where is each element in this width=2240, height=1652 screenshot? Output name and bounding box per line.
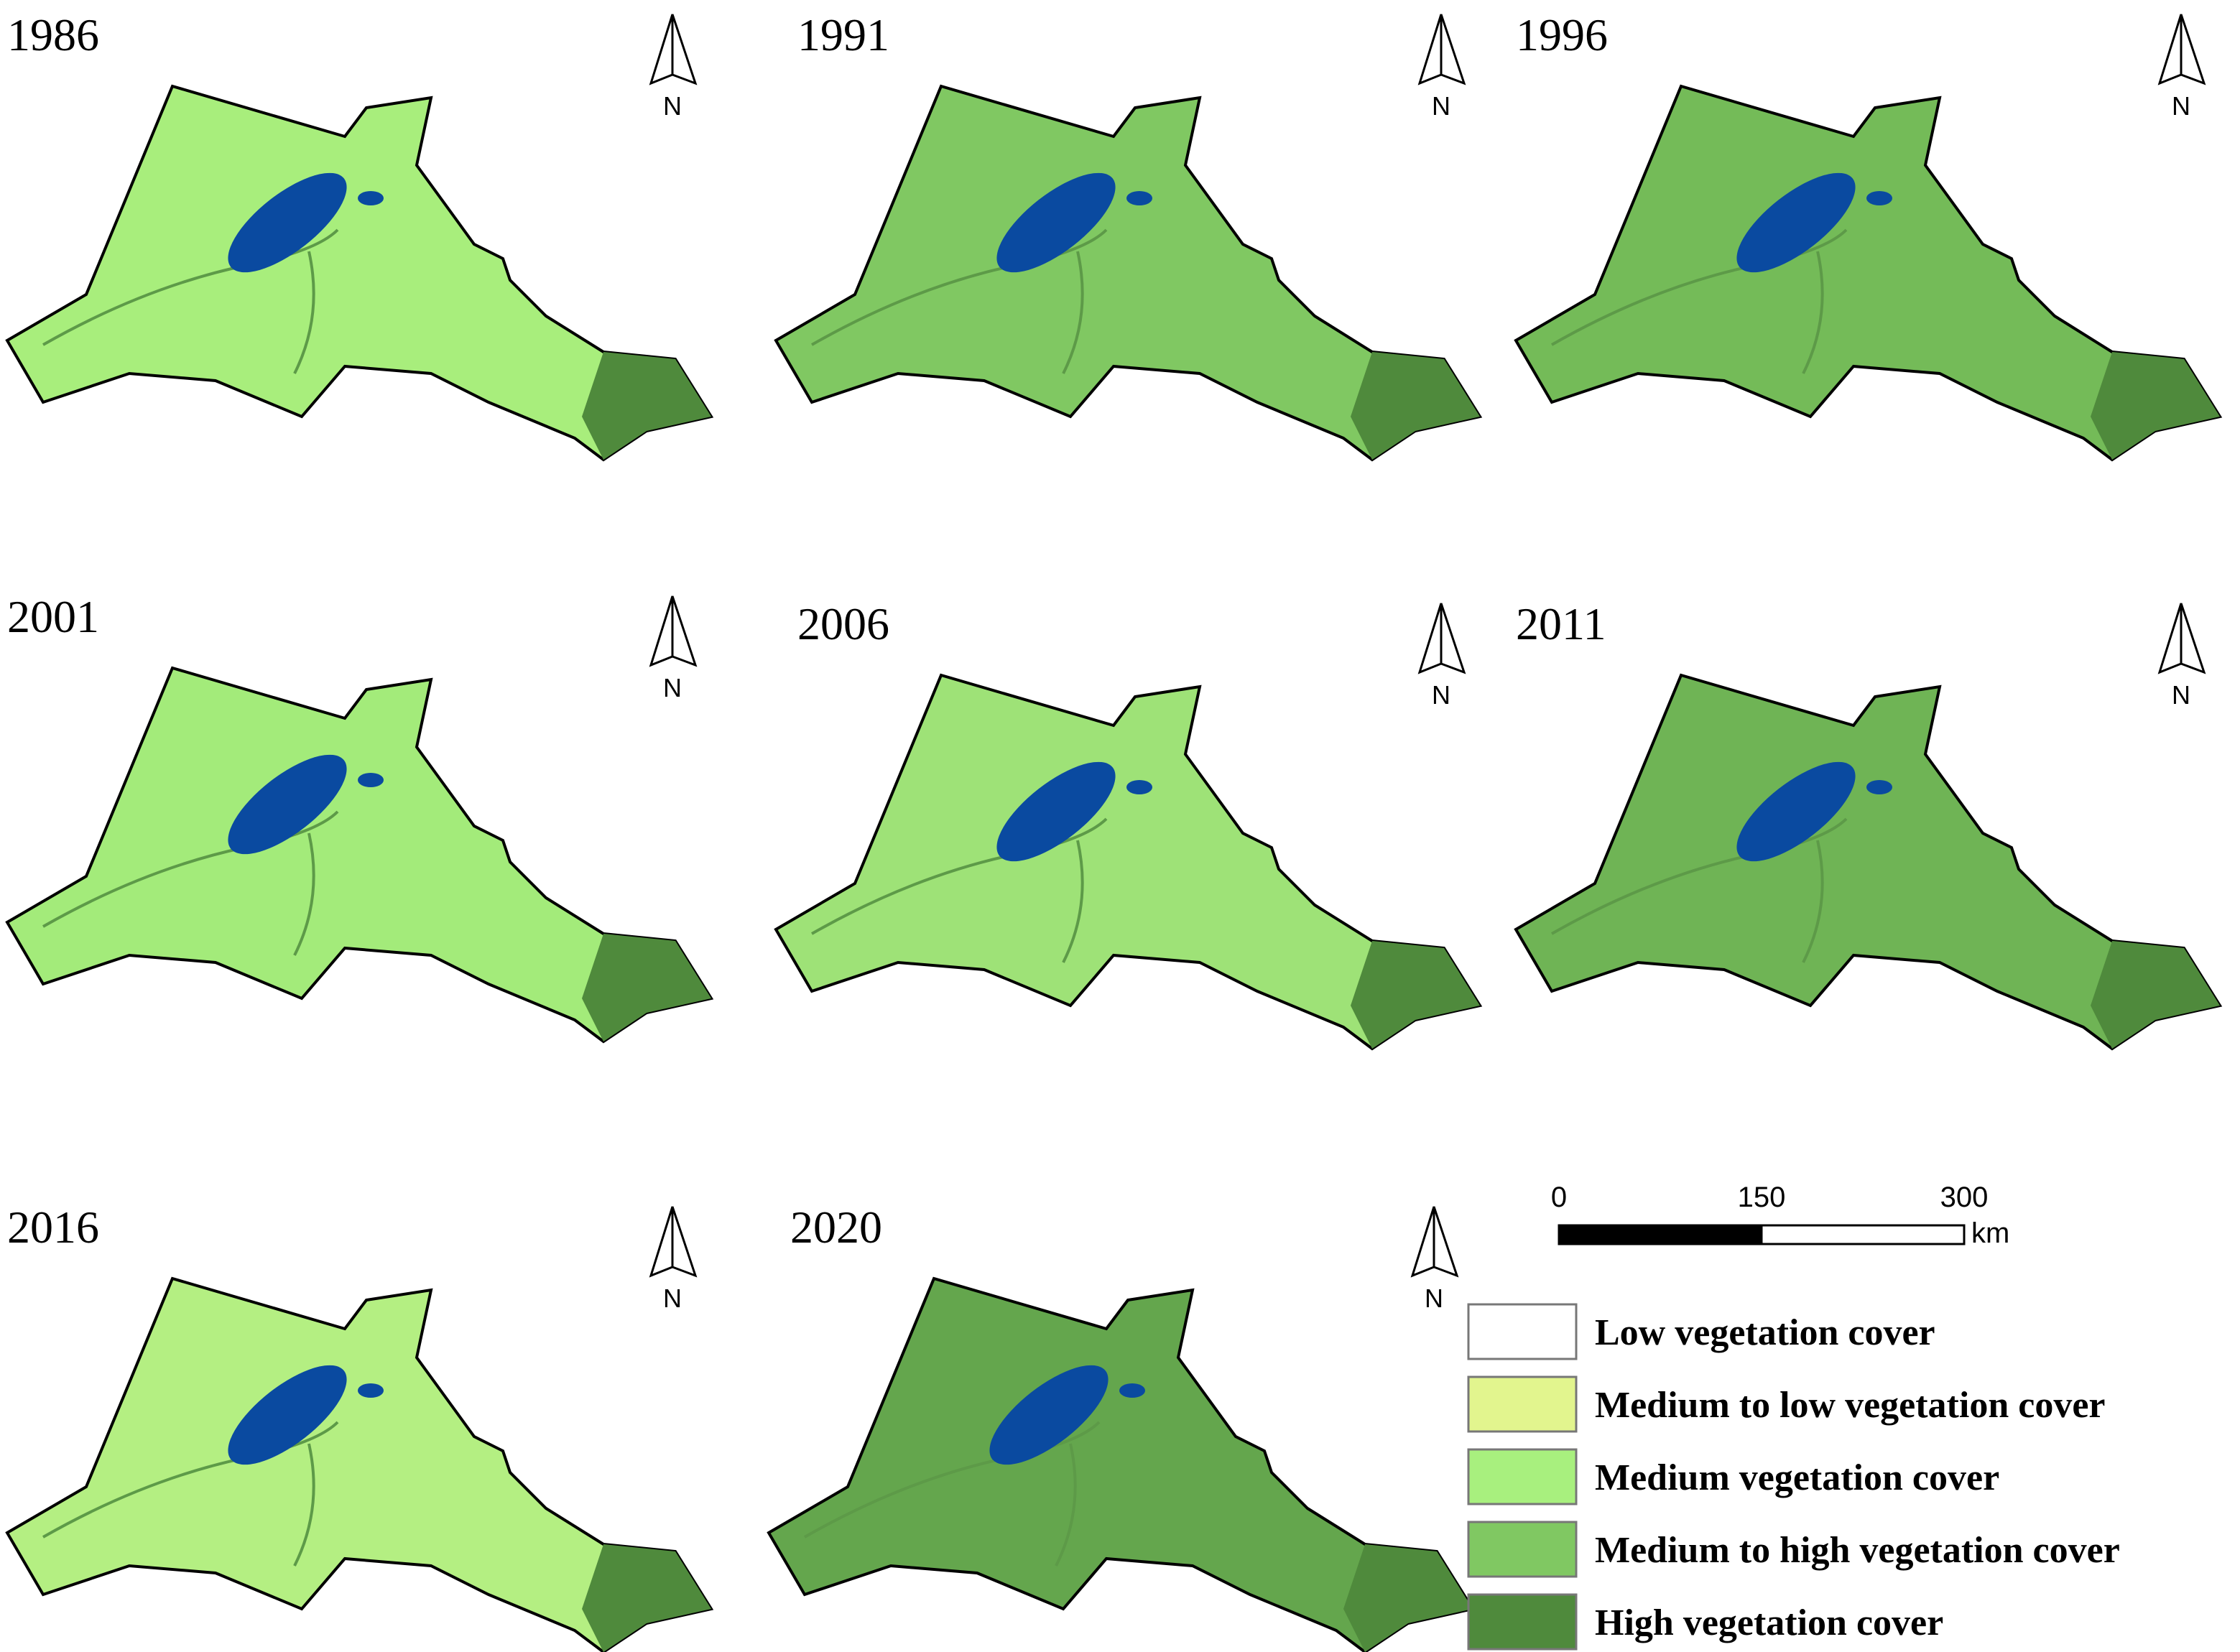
north-arrow-half <box>1440 14 1466 85</box>
region-tail <box>1351 941 1480 1049</box>
year-label: 2011 <box>1516 598 1606 649</box>
scale-segment <box>1760 1224 1966 1245</box>
lake-arm <box>1126 191 1152 205</box>
lake-arm <box>1866 780 1892 794</box>
year-label: 1986 <box>7 9 99 60</box>
scale-tick-label: 300 <box>1940 1182 1989 1213</box>
north-label: N <box>663 91 682 121</box>
river <box>42 810 339 956</box>
scale-segment <box>1558 1224 1763 1245</box>
river <box>42 1421 339 1567</box>
legend-swatch <box>1467 1448 1578 1505</box>
year-label: 2001 <box>7 591 99 642</box>
year-label: 1991 <box>797 9 889 60</box>
north-arrow <box>649 595 674 667</box>
north-label: N <box>1432 91 1450 121</box>
river <box>1551 228 1848 374</box>
river <box>1551 817 1848 963</box>
map-panel: 2016 N <box>6 1202 713 1652</box>
river <box>811 228 1108 374</box>
north-arrow <box>2157 603 2183 674</box>
north-arrow-half <box>671 1206 698 1278</box>
map-panel: 1996 N <box>1514 9 2221 461</box>
map-panel: 2001 N <box>6 591 713 1043</box>
river <box>811 817 1108 963</box>
legend-label: Medium to high vegetation cover <box>1595 1530 2120 1571</box>
region-tail <box>1343 1544 1473 1652</box>
lake-arm <box>358 773 384 787</box>
legend-swatch <box>1467 1375 1578 1433</box>
region-tail <box>582 1544 711 1652</box>
legend-label: Medium vegetation cover <box>1595 1457 1999 1498</box>
lake-arm <box>358 1383 384 1398</box>
north-arrow-half <box>671 14 698 85</box>
lake <box>1736 172 1856 273</box>
region-tail <box>2091 941 2220 1049</box>
legend-label: Low vegetation cover <box>1595 1312 1935 1353</box>
north-label: N <box>2172 91 2190 121</box>
map-panel: 2011 N <box>1514 598 2221 1050</box>
map-panel: 2006 N <box>774 598 1481 1050</box>
map-panel: 1986 N <box>6 9 713 461</box>
north-arrow <box>649 1206 674 1278</box>
legend-label: High vegetation cover <box>1595 1602 1943 1643</box>
north-arrow-half <box>2180 603 2206 674</box>
north-arrow <box>1417 14 1443 85</box>
legend-swatch <box>1467 1521 1578 1578</box>
lake-arm <box>1126 780 1152 794</box>
lake-arm <box>1866 191 1892 205</box>
year-label: 2020 <box>790 1202 882 1253</box>
north-arrow-half <box>1433 1206 1459 1278</box>
river <box>804 1421 1101 1567</box>
scale-tick-label: 0 <box>1551 1182 1567 1213</box>
region-tail <box>2091 352 2220 460</box>
map-panel: 2020 N <box>767 1202 1474 1652</box>
north-arrow-half <box>2180 14 2206 85</box>
north-arrow-half <box>671 595 698 667</box>
region-tail <box>582 934 711 1041</box>
north-arrow <box>2157 14 2183 85</box>
lake <box>1736 761 1856 862</box>
scale-tick-label: 150 <box>1738 1182 1786 1213</box>
lake <box>989 1365 1109 1465</box>
lake-arm <box>358 191 384 205</box>
lake <box>996 172 1116 273</box>
region-tail <box>1351 352 1480 460</box>
year-label: 2016 <box>7 1202 99 1253</box>
lake <box>996 761 1116 862</box>
year-label: 1996 <box>1516 9 1608 60</box>
legend-label: Medium to low vegetation cover <box>1595 1385 2105 1426</box>
year-label: 2006 <box>797 598 889 649</box>
lake <box>228 172 347 273</box>
north-arrow <box>1410 1206 1435 1278</box>
lake <box>228 1365 347 1465</box>
north-label: N <box>1425 1284 1443 1313</box>
lake <box>228 754 347 855</box>
north-label: N <box>1432 680 1450 710</box>
legend-swatch <box>1467 1593 1578 1651</box>
legend-swatch <box>1467 1303 1578 1360</box>
north-arrow <box>1417 603 1443 674</box>
north-arrow <box>649 14 674 85</box>
map-panel: 1991 N <box>774 9 1481 461</box>
north-label: N <box>2172 680 2190 710</box>
north-label: N <box>663 673 682 702</box>
north-label: N <box>663 1284 682 1313</box>
lake-arm <box>1119 1383 1145 1398</box>
scale-unit: km <box>1971 1217 2009 1249</box>
north-arrow-half <box>1440 603 1466 674</box>
river <box>42 228 339 374</box>
region-tail <box>582 352 711 460</box>
